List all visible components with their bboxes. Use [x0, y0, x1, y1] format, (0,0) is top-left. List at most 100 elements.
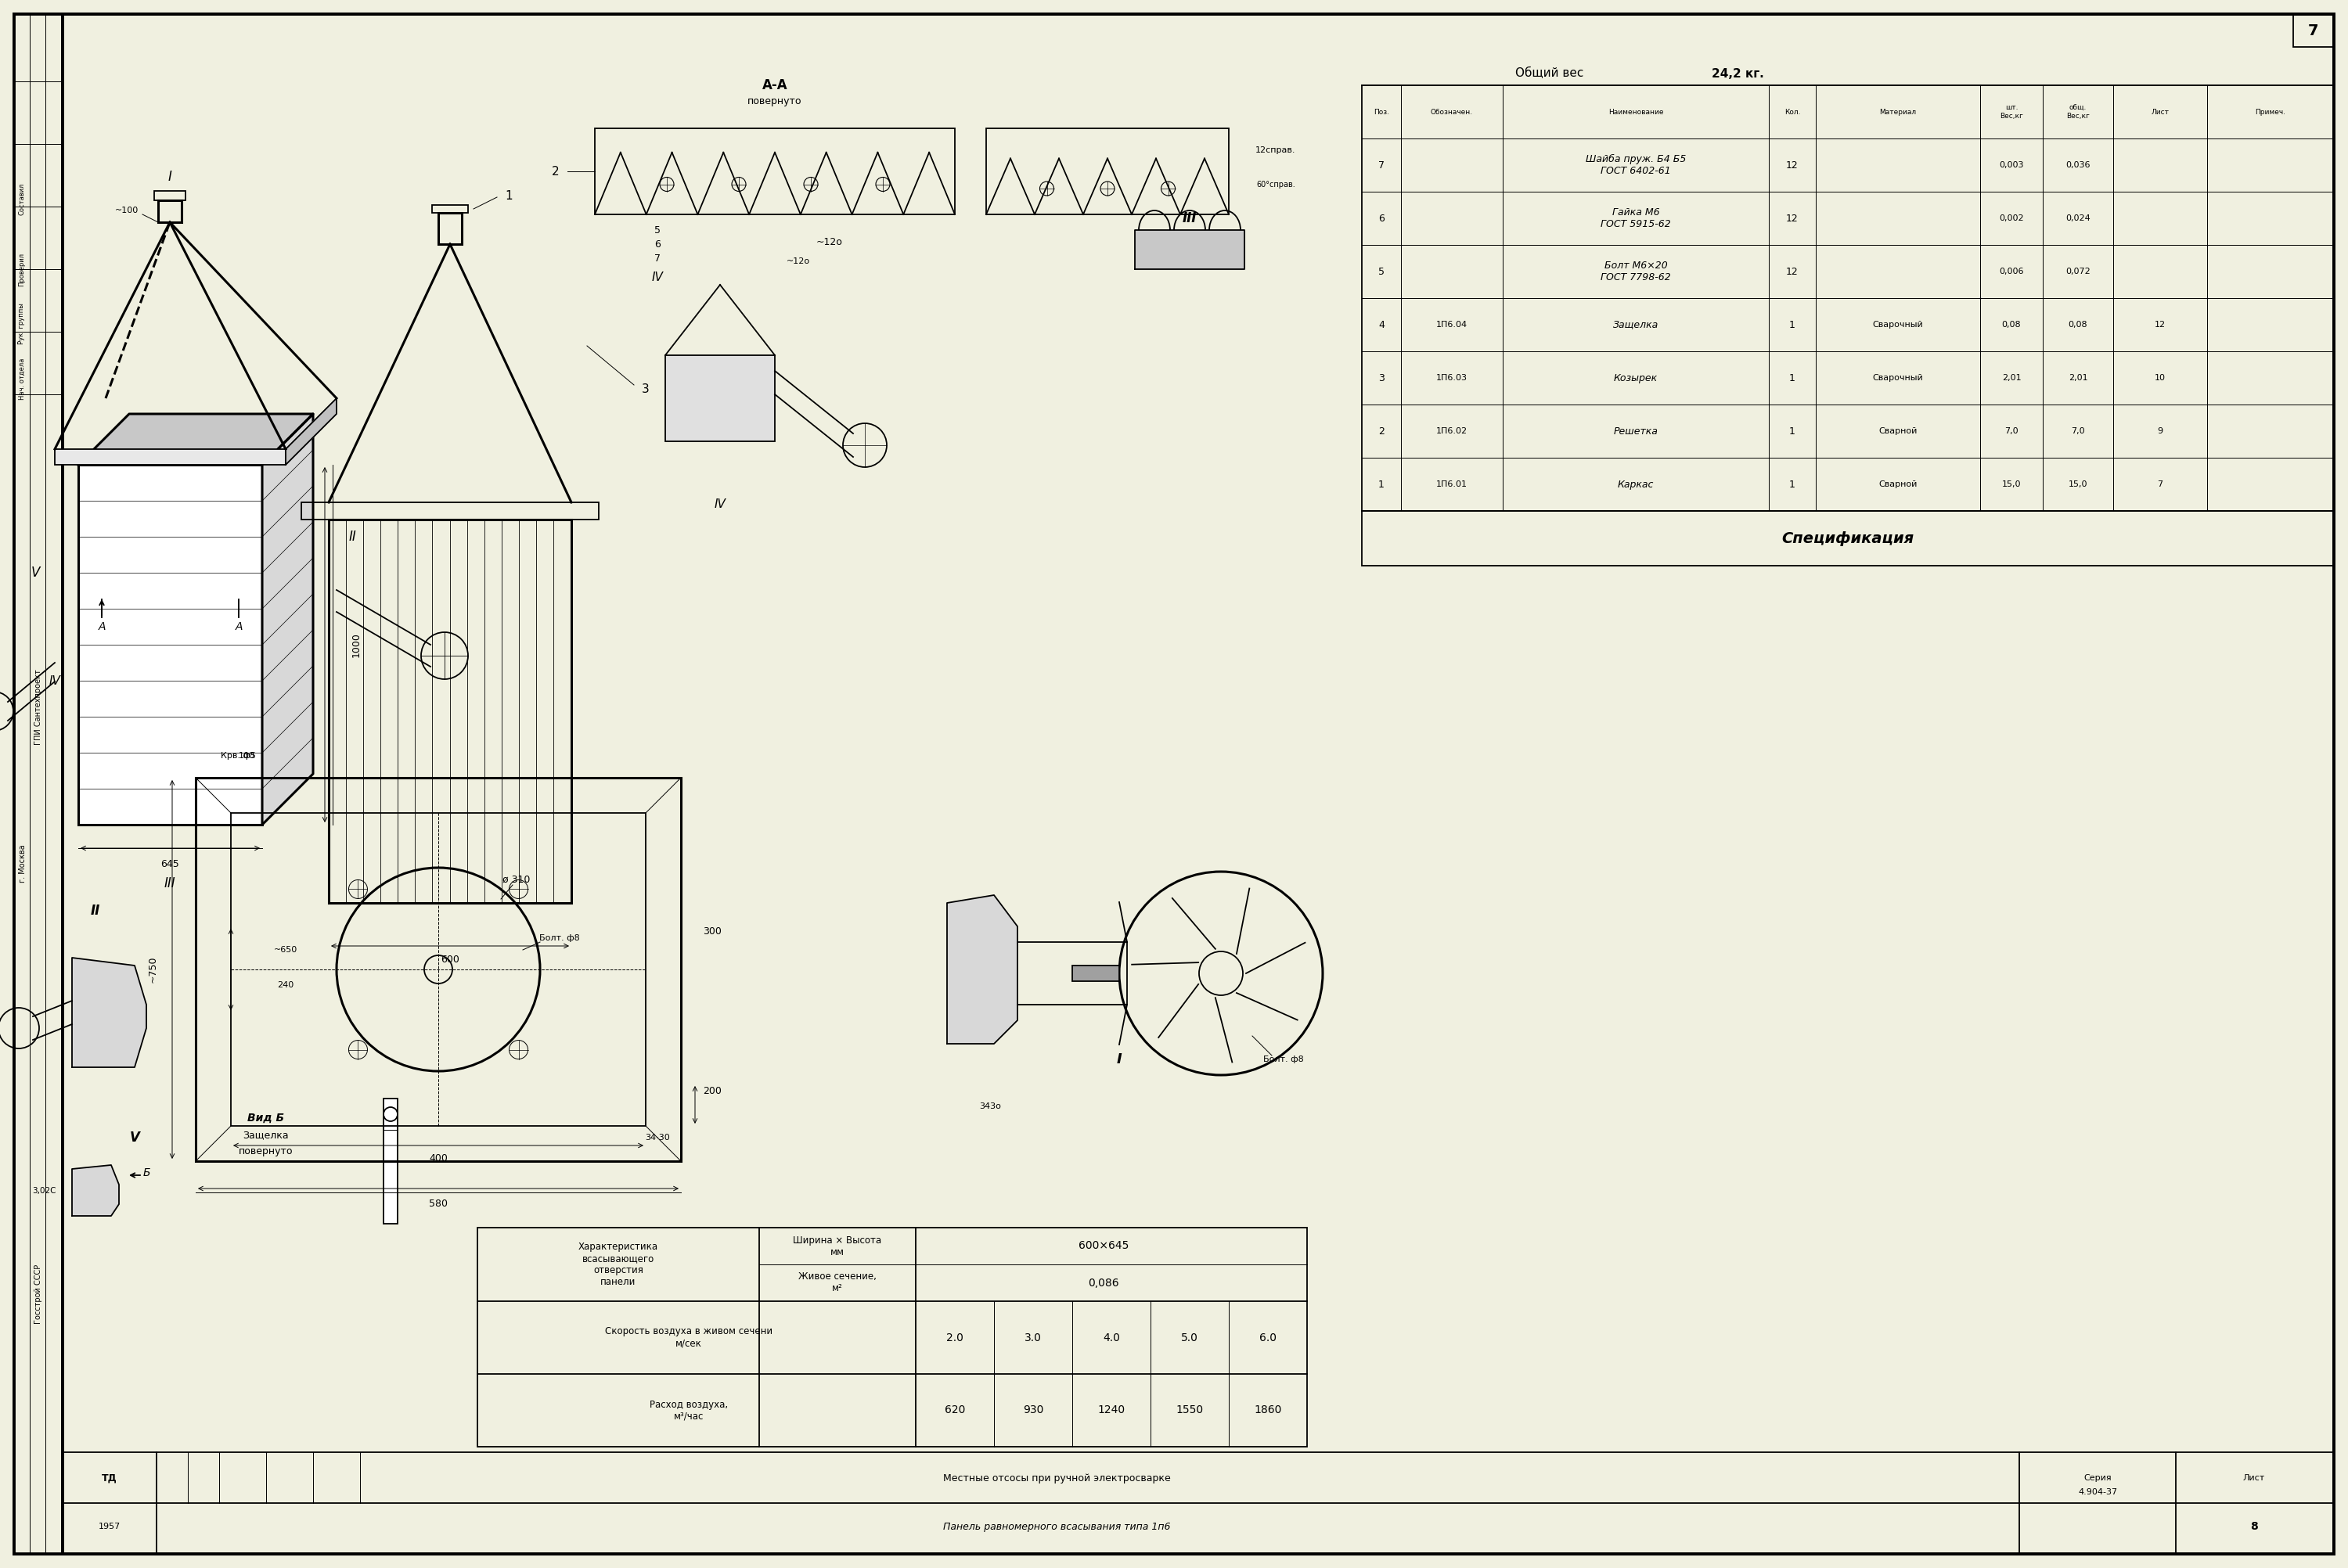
Text: Панель равномерного всасывания типа 1п6: Панель равномерного всасывания типа 1п6: [944, 1521, 1169, 1532]
Text: Спецификация: Спецификация: [1782, 532, 1914, 546]
Text: III: III: [164, 877, 176, 891]
Text: г. Москва: г. Москва: [19, 845, 26, 883]
Text: Кол.: Кол.: [1784, 108, 1801, 116]
Text: Гайка М6
ГОСТ 5915-62: Гайка М6 ГОСТ 5915-62: [1601, 207, 1672, 229]
Text: Защелка: Защелка: [1613, 320, 1658, 329]
Text: 200: 200: [702, 1085, 721, 1096]
Text: 1П6.04: 1П6.04: [1437, 321, 1468, 329]
Text: 4: 4: [1378, 320, 1385, 329]
Text: 6.0: 6.0: [1259, 1333, 1277, 1344]
Text: 1: 1: [1789, 320, 1796, 329]
Text: 3: 3: [1378, 373, 1385, 383]
Text: 7,0: 7,0: [2005, 426, 2019, 434]
Text: 0,072: 0,072: [2066, 268, 2090, 276]
Text: 60°справ.: 60°справ.: [1256, 180, 1296, 188]
Text: V: V: [129, 1131, 139, 1145]
Text: 240: 240: [277, 982, 294, 989]
Polygon shape: [946, 895, 1017, 1044]
Text: Сварной: Сварной: [1878, 480, 1918, 488]
Text: ~12о: ~12о: [787, 257, 810, 265]
Text: 7: 7: [2158, 480, 2163, 488]
Text: 12: 12: [1787, 213, 1799, 223]
Text: Крв. ф5: Крв. ф5: [221, 753, 256, 760]
Text: I: I: [1118, 1052, 1122, 1066]
Text: Рук. группы: Рук. группы: [19, 303, 26, 345]
Text: 620: 620: [944, 1405, 965, 1416]
Text: Составил: Составил: [19, 182, 26, 215]
Bar: [54, 448, 286, 464]
Text: Материал: Материал: [1878, 108, 1916, 116]
Text: 9: 9: [2158, 426, 2163, 434]
Bar: [1073, 966, 1120, 982]
Text: 1П6.03: 1П6.03: [1437, 375, 1468, 383]
Text: 7,0: 7,0: [2071, 426, 2085, 434]
Text: II: II: [348, 530, 357, 544]
Text: 645: 645: [160, 859, 178, 869]
Text: 5.0: 5.0: [1181, 1333, 1197, 1344]
Text: Шайба пруж. Б4 Б5
ГОСТ 6402-61: Шайба пруж. Б4 Б5 ГОСТ 6402-61: [1585, 154, 1686, 176]
Text: 0,086: 0,086: [1087, 1278, 1120, 1289]
Text: Болт. ф8: Болт. ф8: [540, 935, 580, 942]
Bar: [986, 129, 1228, 215]
Text: Живое сечение,
м²: Живое сечение, м²: [798, 1272, 876, 1294]
Text: 12: 12: [2155, 321, 2165, 329]
Text: ~750: ~750: [148, 956, 157, 983]
Text: 4.904-37: 4.904-37: [2078, 1488, 2118, 1496]
Bar: [477, 1228, 1308, 1447]
Text: 1: 1: [1789, 480, 1796, 489]
Text: 1: 1: [1378, 480, 1385, 489]
Text: Лист: Лист: [2151, 108, 2170, 116]
Text: 6: 6: [1378, 213, 1385, 223]
Text: 600×645: 600×645: [1078, 1240, 1129, 1251]
Text: Обозначен.: Обозначен.: [1430, 108, 1472, 116]
Text: 1957: 1957: [99, 1523, 120, 1530]
Bar: [157, 201, 181, 223]
Text: 1: 1: [1789, 426, 1796, 436]
Text: ~12о: ~12о: [817, 237, 843, 246]
Text: 8: 8: [2249, 1521, 2259, 1532]
Text: 2: 2: [552, 166, 559, 177]
Text: шт.
Вес,кг: шт. Вес,кг: [2000, 105, 2024, 119]
Text: ~100: ~100: [115, 207, 139, 215]
Text: 15,0: 15,0: [2069, 480, 2087, 488]
Text: ø 310: ø 310: [502, 875, 531, 884]
Bar: [230, 812, 646, 1126]
Text: IV: IV: [49, 674, 61, 687]
Bar: [1362, 511, 2334, 566]
Text: 0,036: 0,036: [2066, 162, 2090, 169]
Text: Расход воздуха,
м³/час: Расход воздуха, м³/час: [650, 1399, 728, 1421]
Bar: [383, 1099, 397, 1223]
Text: общ.
Вес,кг: общ. Вес,кг: [2066, 105, 2090, 119]
Text: IV: IV: [653, 271, 662, 282]
Bar: [1362, 85, 2334, 511]
Text: А-А: А-А: [763, 78, 787, 93]
Bar: [155, 191, 185, 201]
Polygon shape: [73, 958, 146, 1068]
Polygon shape: [286, 398, 336, 464]
Text: 600: 600: [441, 955, 460, 966]
Text: 2,01: 2,01: [2069, 375, 2087, 383]
Text: 5: 5: [655, 224, 660, 235]
Text: Проверил: Проверил: [19, 252, 26, 285]
Bar: [432, 205, 467, 213]
Text: повернуто: повернуто: [747, 96, 803, 107]
Polygon shape: [73, 1165, 120, 1215]
Text: ~650: ~650: [275, 946, 298, 953]
Text: А: А: [99, 621, 106, 632]
Text: 300: 300: [702, 927, 721, 936]
Text: Вид Б: Вид Б: [247, 1113, 284, 1124]
Text: 10: 10: [2155, 375, 2165, 383]
Text: Сварочный: Сварочный: [1874, 321, 1923, 329]
Text: Решетка: Решетка: [1613, 426, 1658, 436]
Bar: [195, 778, 681, 1162]
Bar: [301, 502, 599, 519]
Text: Болт. ф8: Болт. ф8: [1263, 1055, 1303, 1063]
Text: 400: 400: [430, 1154, 448, 1163]
Text: Серия: Серия: [2083, 1474, 2111, 1482]
Text: 7: 7: [1378, 160, 1385, 171]
Text: ГПИ Сантехпроект: ГПИ Сантехпроект: [35, 670, 42, 745]
Text: Болт М6×20
ГОСТ 7798-62: Болт М6×20 ГОСТ 7798-62: [1601, 260, 1672, 282]
Text: ТД: ТД: [101, 1472, 117, 1483]
Text: 1000: 1000: [352, 632, 362, 657]
Text: Примеч.: Примеч.: [2254, 108, 2285, 116]
